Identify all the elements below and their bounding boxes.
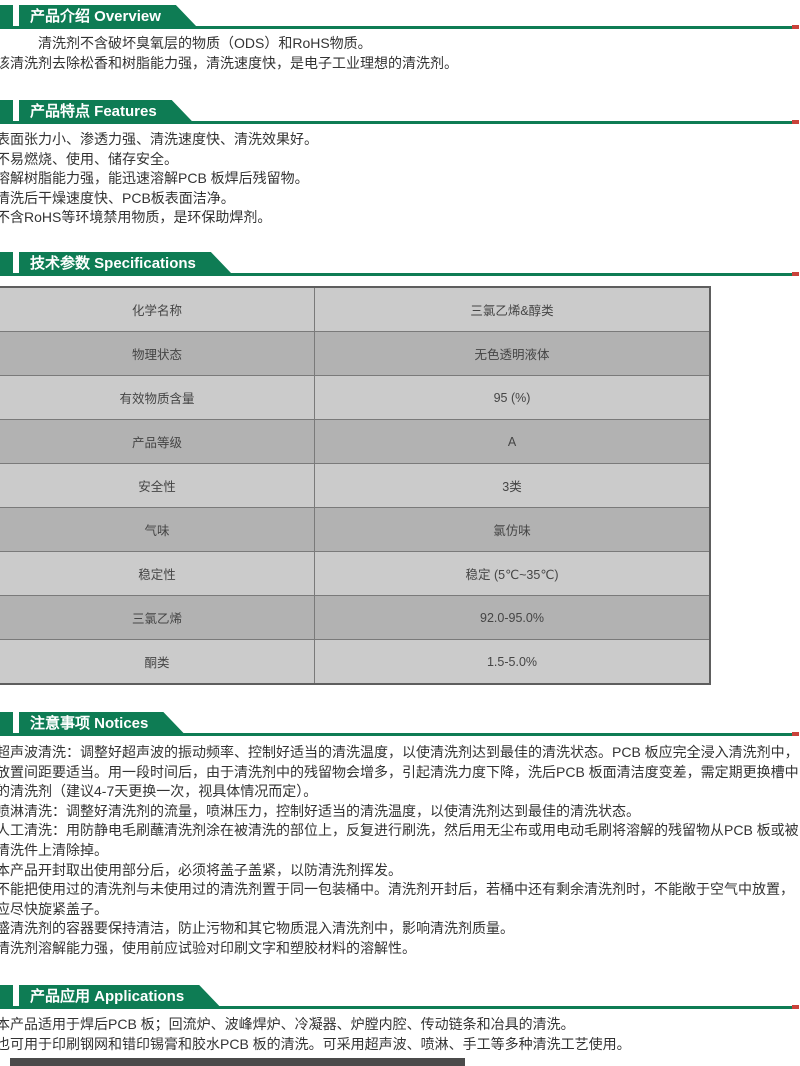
feature-item: 溶解树脂能力强，能迅速溶解PCB 板焊后残留物。: [0, 170, 309, 186]
notice-paragraph: 喷淋清洗：调整好清洗剂的流量，喷淋压力，控制好适当的清洗温度，以使清洗剂达到最佳…: [0, 802, 640, 819]
features-list: 表面张力小、渗透力强、清洗速度快、清洗效果好。 不易燃烧、使用、储存安全。 溶解…: [0, 130, 800, 228]
notice-paragraph: 不能把使用过的清洗剂与未使用过的清洗剂置于同一包装桶中。清洗剂开封后，若桶中还有…: [0, 881, 794, 917]
feature-item: 不含RoHS等环境禁用物质，是环保助焊剂。: [0, 209, 272, 225]
spec-label-cell: 酮类: [0, 639, 315, 685]
notice-paragraph: 本产品开封取出使用部分后，必须将盖子盖紧，以防清洗剂挥发。: [0, 861, 402, 878]
notice-paragraph: 超声波清洗：调整好超声波的振动频率、控制好适当的清洗温度，以使清洗剂达到最佳的清…: [0, 744, 799, 800]
rule-end-red-accent: [792, 732, 799, 736]
header-left-accent: [0, 252, 13, 276]
rule-end-red-accent: [792, 120, 799, 124]
applications-text: 本产品适用于焊后PCB 板；回流炉、波峰焊炉、冷凝器、炉膛内腔、传动链条和冶具的…: [0, 1014, 800, 1054]
spec-label-cell: 稳定性: [0, 551, 315, 596]
header-left-accent: [0, 100, 13, 124]
specifications-table-wrap: 化学名称 三氯乙烯&醇类 物理状态 无色透明液体 有效物质含量 95 (%): [0, 286, 711, 685]
spec-label-cell: 化学名称: [0, 286, 315, 332]
spec-row: 产品等级 A: [0, 419, 711, 464]
spec-row: 化学名称 三氯乙烯&醇类: [0, 286, 711, 332]
section-header-applications: 产品应用 Applications: [0, 985, 800, 1009]
spec-row: 三氯乙烯 92.0-95.0%: [0, 595, 711, 640]
header-left-accent: [0, 712, 13, 736]
header-rule: [0, 733, 792, 736]
spec-value-cell: 氯仿味: [314, 507, 711, 552]
rule-end-red-accent: [792, 272, 799, 276]
section-title-notices: 注意事项 Notices: [19, 712, 186, 736]
section-title-features: 产品特点 Features: [19, 100, 195, 124]
section-title-specifications: 技术参数 Specifications: [19, 252, 234, 276]
header-left-accent: [0, 985, 13, 1009]
notice-paragraph: 人工清洗：用防静电毛刷蘸清洗剂涂在被清洗的部位上，反复进行刷洗，然后用无尘布或用…: [0, 822, 799, 858]
section-title-overview: 产品介绍 Overview: [19, 5, 199, 29]
spec-label-cell: 产品等级: [0, 419, 315, 464]
spec-value-cell: 3类: [314, 463, 711, 508]
spec-row: 有效物质含量 95 (%): [0, 375, 711, 420]
notice-paragraph: 盛清洗剂的容器要保持清洁，防止污物和其它物质混入清洗剂中，影响清洗剂质量。: [0, 920, 514, 937]
section-title-applications: 产品应用 Applications: [19, 985, 222, 1009]
overview-text: 清洗剂不含破坏臭氧层的物质（ODS）和RoHS物质。 该清洗剂去除松香和树脂能力…: [0, 33, 800, 73]
notice-paragraph: 清洗剂溶解能力强，使用前应试验对印刷文字和塑胶材料的溶解性。: [0, 939, 416, 956]
features-list-block: 表面张力小、渗透力强、清洗速度快、清洗效果好。 不易燃烧、使用、储存安全。 溶解…: [0, 130, 800, 228]
section-header-overview: 产品介绍 Overview: [0, 5, 800, 29]
feature-item: 不易燃烧、使用、储存安全。: [0, 150, 178, 167]
specifications-table-body: 化学名称 三氯乙烯&醇类 物理状态 无色透明液体 有效物质含量 95 (%): [0, 286, 711, 685]
bottom-cut-bar: [10, 1058, 465, 1066]
spec-value-cell: 1.5-5.0%: [314, 639, 711, 685]
rule-end-red-accent: [792, 25, 799, 29]
header-rule: [0, 121, 792, 124]
applications-line: 也可用于印刷钢网和错印锡膏和胶水PCB 板的清洗。可采用超声波、喷淋、手工等多种…: [0, 1036, 631, 1052]
header-rule: [0, 26, 792, 29]
section-header-notices: 注意事项 Notices: [0, 712, 800, 736]
spec-value-cell: A: [314, 419, 711, 464]
spec-label-cell: 有效物质含量: [0, 375, 315, 420]
spec-label-cell: 物理状态: [0, 331, 315, 376]
feature-item: 清洗后干燥速度快、PCB板表面洁净。: [0, 189, 235, 206]
spec-label-cell: 安全性: [0, 463, 315, 508]
spec-row: 稳定性 稳定 (5℃~35℃): [0, 551, 711, 596]
specifications-table: 化学名称 三氯乙烯&醇类 物理状态 无色透明液体 有效物质含量 95 (%): [0, 286, 711, 685]
spec-value-cell: 92.0-95.0%: [314, 595, 711, 640]
notices-paragraphs: 超声波清洗：调整好超声波的振动频率、控制好适当的清洗温度，以使清洗剂达到最佳的清…: [0, 743, 800, 959]
header-left-accent: [0, 5, 13, 29]
feature-item: 表面张力小、渗透力强、清洗速度快、清洗效果好。: [0, 131, 318, 147]
notices-text-block: 超声波清洗：调整好超声波的振动频率、控制好适当的清洗温度，以使清洗剂达到最佳的清…: [0, 743, 800, 959]
spec-row: 物理状态 无色透明液体: [0, 331, 711, 376]
spec-value-cell: 三氯乙烯&醇类: [314, 286, 711, 332]
spec-value-cell: 无色透明液体: [314, 331, 711, 376]
spec-value-cell: 95 (%): [314, 375, 711, 420]
header-rule: [0, 1006, 792, 1009]
spec-value-cell: 稳定 (5℃~35℃): [314, 551, 711, 596]
overview-line: 清洗剂不含破坏臭氧层的物质（ODS）和RoHS物质。: [38, 35, 372, 51]
applications-line: 本产品适用于焊后PCB 板；回流炉、波峰焊炉、冷凝器、炉膛内腔、传动链条和冶具的…: [0, 1016, 575, 1032]
spec-label-cell: 三氯乙烯: [0, 595, 315, 640]
overview-line: 该清洗剂去除松香和树脂能力强，清洗速度快，是电子工业理想的清洗剂。: [0, 55, 458, 71]
section-header-features: 产品特点 Features: [0, 100, 800, 124]
spec-row: 气味 氯仿味: [0, 507, 711, 552]
section-header-specifications: 技术参数 Specifications: [0, 252, 800, 276]
spec-label-cell: 气味: [0, 507, 315, 552]
spec-row: 酮类 1.5-5.0%: [0, 639, 711, 685]
spec-row: 安全性 3类: [0, 463, 711, 508]
header-rule: [0, 273, 792, 276]
rule-end-red-accent: [792, 1005, 799, 1009]
